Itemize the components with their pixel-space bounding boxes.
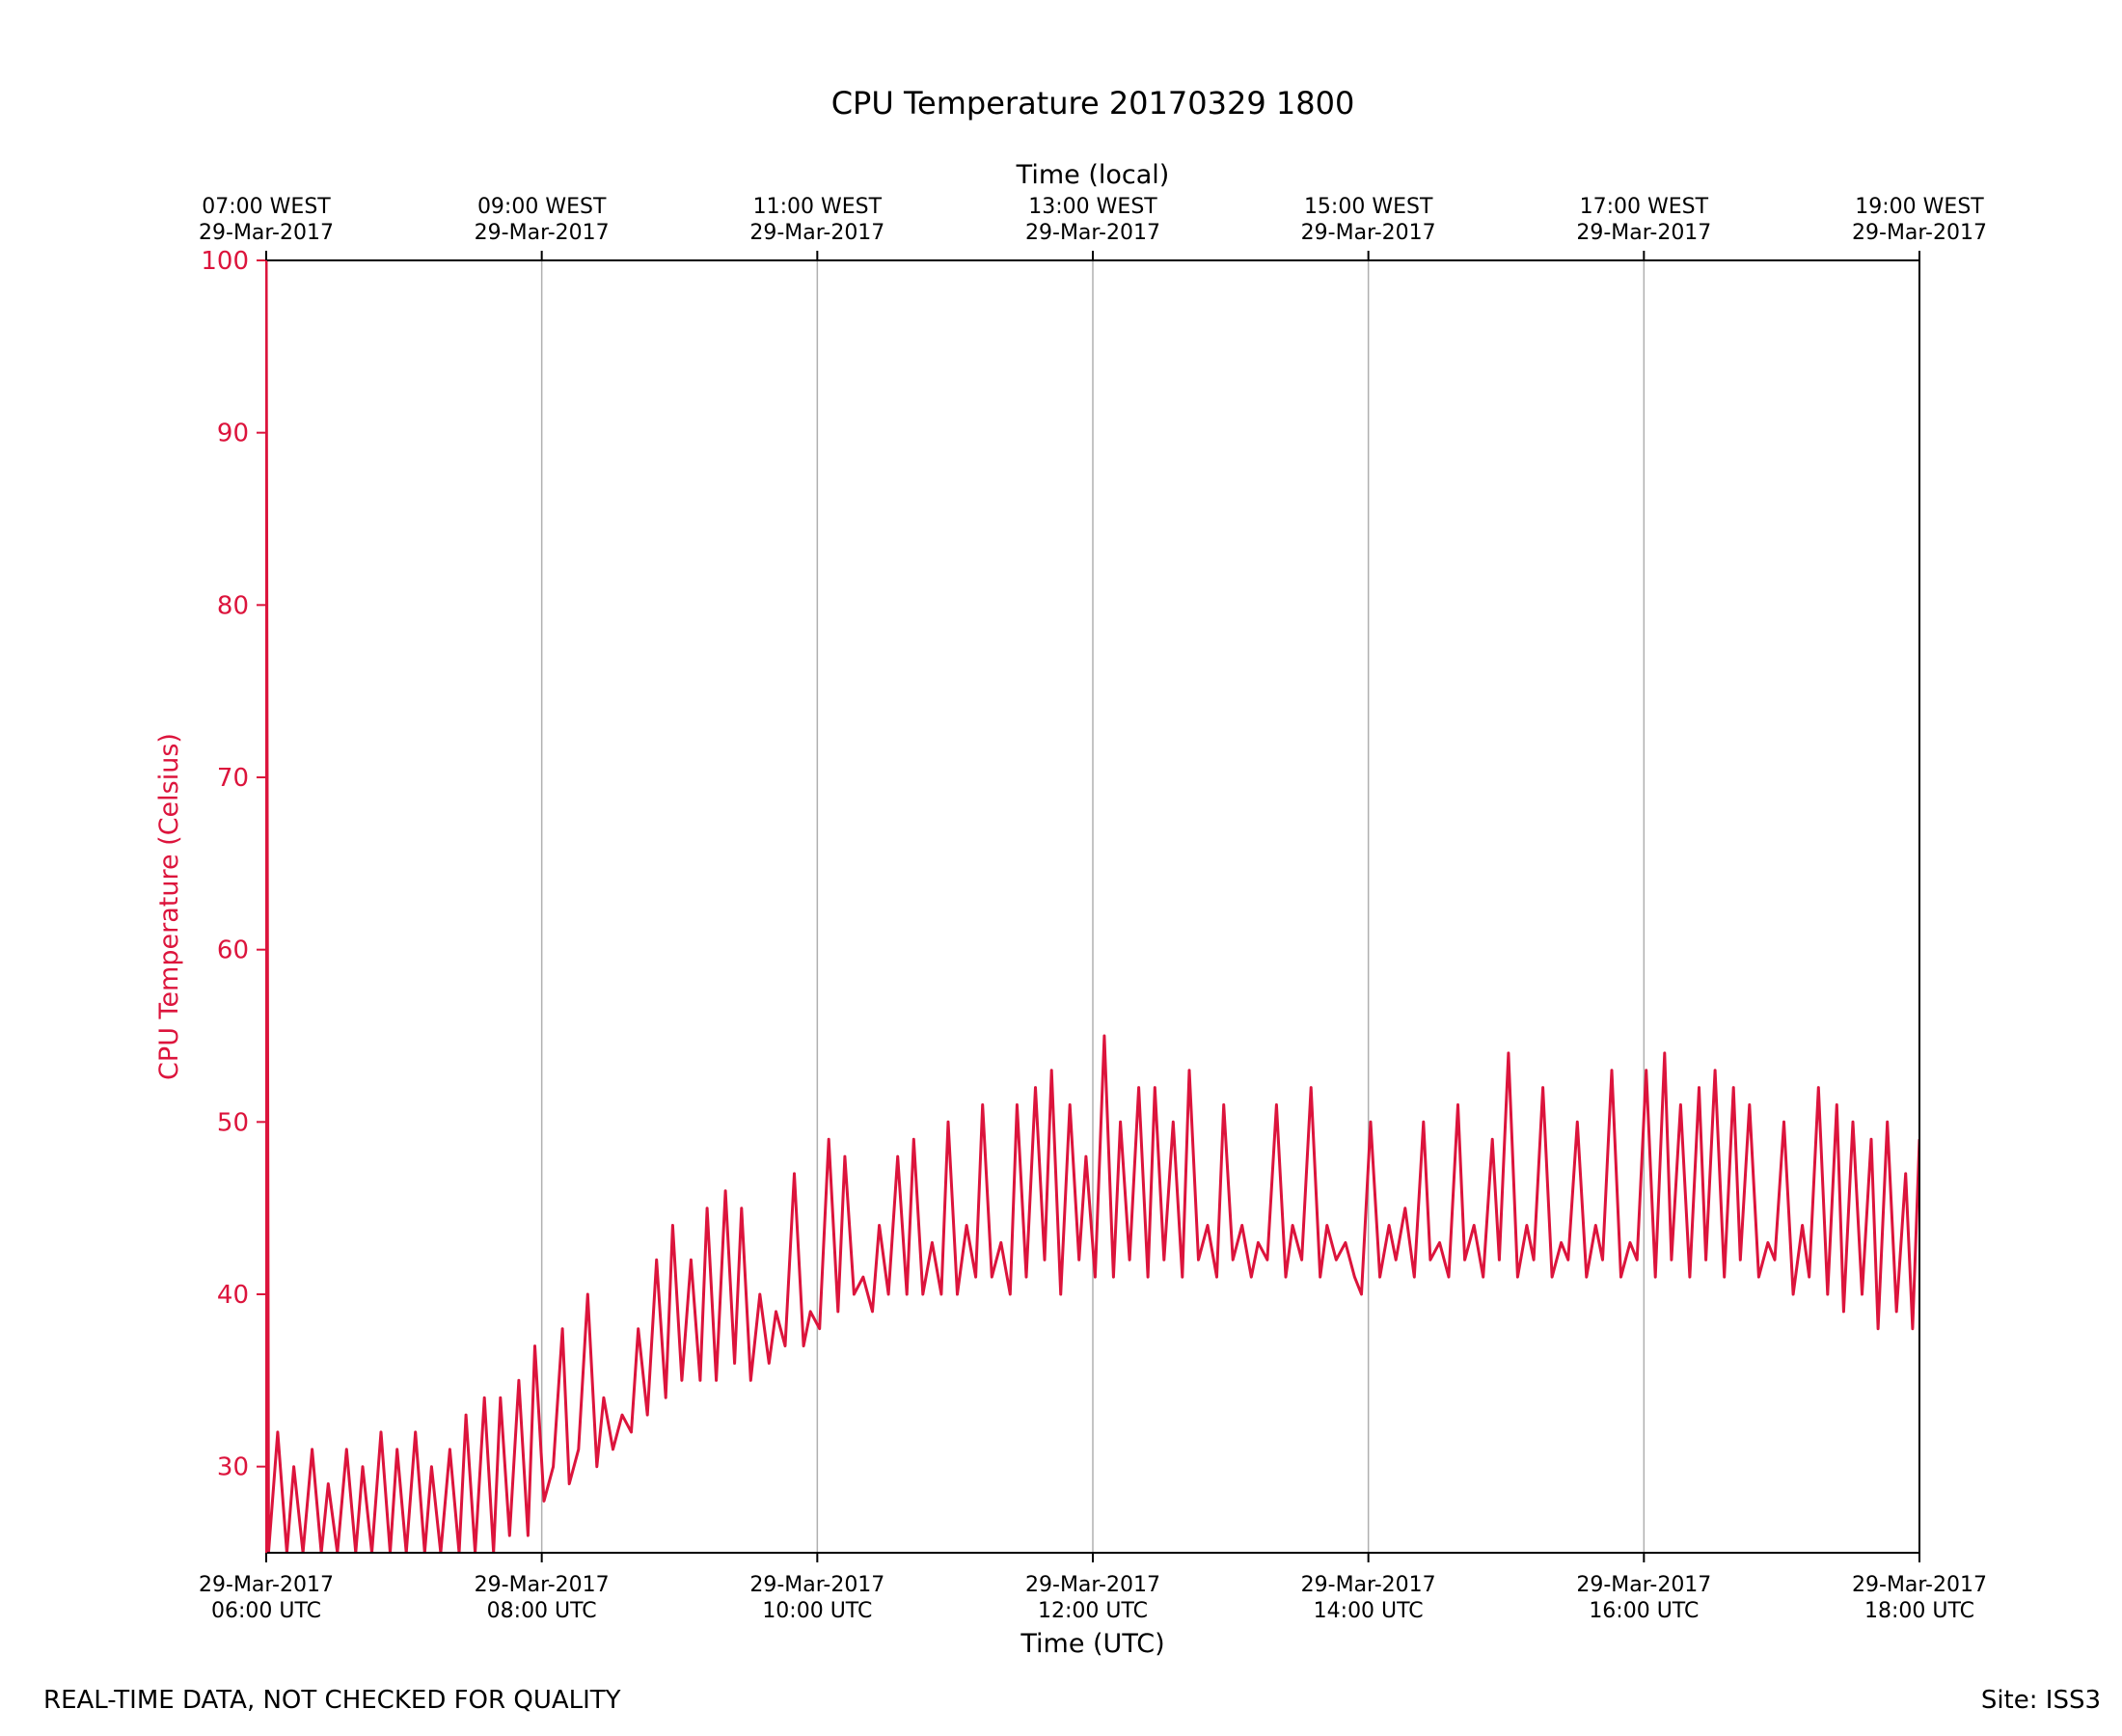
x2-tick-label-time: 13:00 WEST <box>1028 195 1157 219</box>
x-tick-label-date: 29-Mar-2017 <box>1852 1573 1987 1597</box>
footer-site: Site: ISS3 <box>1980 1686 2101 1715</box>
x-tick-label-time: 14:00 UTC <box>1314 1599 1424 1623</box>
series-layer <box>266 260 1919 1553</box>
x-tick-label-date: 29-Mar-2017 <box>1301 1573 1436 1597</box>
y-tick-label: 70 <box>217 764 249 793</box>
x-tick-label-date: 29-Mar-2017 <box>1576 1573 1711 1597</box>
x-tick-label-date: 29-Mar-2017 <box>1025 1573 1160 1597</box>
y-tick-label: 80 <box>217 591 249 620</box>
x2-tick-label-time: 09:00 WEST <box>477 195 607 219</box>
x2-tick-label-time: 07:00 WEST <box>202 195 331 219</box>
series-line-cpu-temperature <box>266 260 1919 1553</box>
x-tick-label-time: 06:00 UTC <box>211 1599 321 1623</box>
x2-tick-label-time: 11:00 WEST <box>753 195 883 219</box>
y-tick-label: 100 <box>201 247 249 276</box>
x-tick-label-date: 29-Mar-2017 <box>199 1573 334 1597</box>
x2-tick-label-time: 15:00 WEST <box>1304 195 1433 219</box>
x2-tick-label-date: 29-Mar-2017 <box>749 221 884 245</box>
grid-lines <box>540 260 1646 1553</box>
x-tick-label-time: 16:00 UTC <box>1589 1599 1699 1623</box>
y-tick-label: 90 <box>217 420 249 448</box>
x-tick-label-time: 18:00 UTC <box>1864 1599 1974 1623</box>
x2-tick-label-date: 29-Mar-2017 <box>1852 221 1987 245</box>
x2-tick-label-time: 19:00 WEST <box>1855 195 1984 219</box>
y-tick-label: 40 <box>217 1281 249 1310</box>
x2-axis-label: Time (local) <box>1016 160 1170 190</box>
x-tick-label-time: 12:00 UTC <box>1038 1599 1148 1623</box>
chart-title: CPU Temperature 20170329 1800 <box>831 85 1355 122</box>
x2-tick-label-date: 29-Mar-2017 <box>1301 221 1436 245</box>
footer-disclaimer: REAL-TIME DATA, NOT CHECKED FOR QUALITY <box>43 1686 621 1715</box>
y-tick-label: 60 <box>217 936 249 965</box>
x2-tick-label-date: 29-Mar-2017 <box>1576 221 1711 245</box>
x2-tick-label-date: 29-Mar-2017 <box>199 221 334 245</box>
y-tick-label: 50 <box>217 1108 249 1137</box>
x2-tick-label-date: 29-Mar-2017 <box>1025 221 1160 245</box>
y-ticks: 30 40 50 60 70 80 90 100 <box>201 247 266 1482</box>
x-tick-label-time: 10:00 UTC <box>762 1599 872 1623</box>
x2-tick-label-time: 17:00 WEST <box>1580 195 1709 219</box>
x-axis-label: Time (UTC) <box>1020 1629 1164 1659</box>
x2-tick-label-date: 29-Mar-2017 <box>475 221 610 245</box>
x-tick-label-date: 29-Mar-2017 <box>475 1573 610 1597</box>
x-tick-label-time: 08:00 UTC <box>487 1599 597 1623</box>
y-tick-label: 30 <box>217 1453 249 1482</box>
x-tick-label-date: 29-Mar-2017 <box>749 1573 884 1597</box>
y-axis-label: CPU Temperature (Celsius) <box>154 733 184 1080</box>
